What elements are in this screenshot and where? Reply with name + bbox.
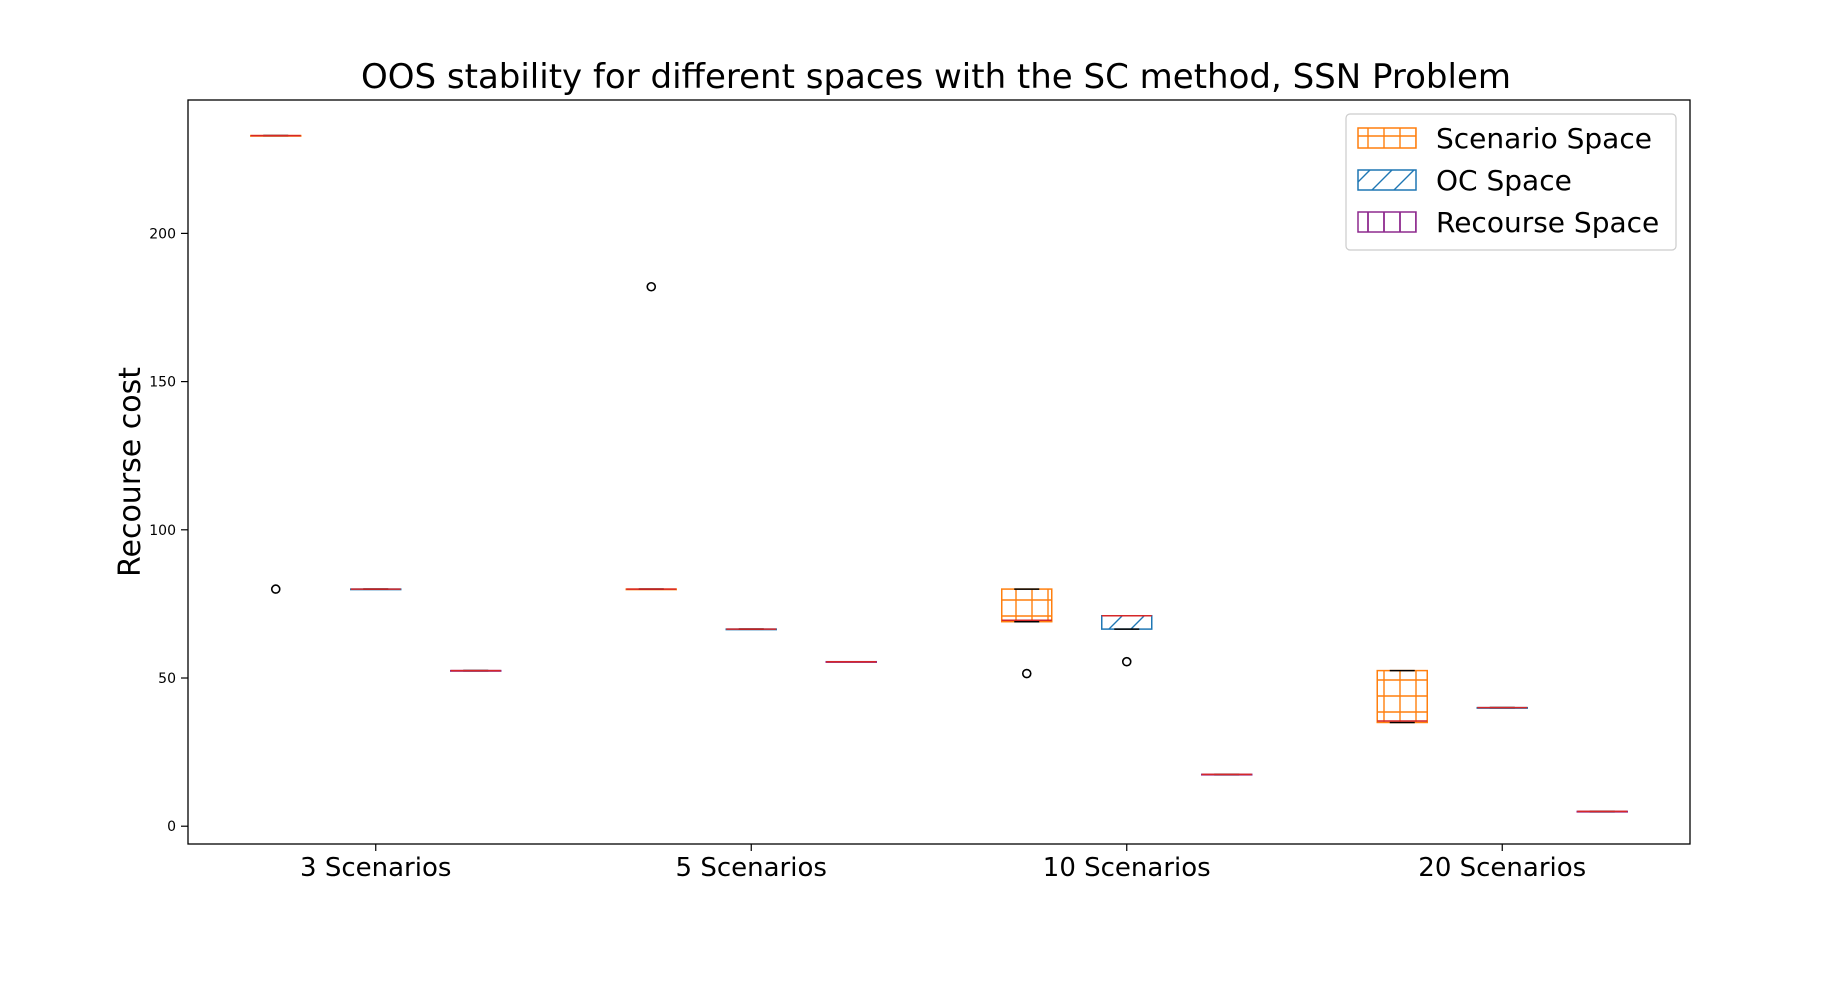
box-oc-space (1101, 615, 1153, 667)
y-tick-label: 100 (149, 523, 176, 539)
outlier-point (270, 584, 281, 594)
outlier-point (646, 281, 657, 292)
y-axis: 0 50 100 150 200 (149, 226, 188, 835)
y-axis-label: Recourse cost (113, 367, 148, 577)
legend-label: Recourse Space (1436, 206, 1659, 239)
x-axis: 3 Scenarios 5 Scenarios 10 Scenarios 20 Sce… (300, 844, 1586, 883)
legend-label: OC Space (1436, 164, 1572, 197)
legend-label: Scenario Space (1436, 122, 1652, 155)
box-oc-space (725, 628, 777, 631)
box-recourse-space (1201, 773, 1253, 776)
legend-swatch (1357, 169, 1417, 191)
x-tick-label: 10 Scenarios (1043, 853, 1211, 883)
box-scenario-space (250, 134, 302, 594)
legend: Scenario Space OC Space Recourse Space (1345, 113, 1677, 251)
outlier-point (1121, 656, 1132, 667)
box-recourse-space (825, 660, 877, 663)
y-tick-label: 150 (149, 375, 176, 391)
x-tick-label: 3 Scenarios (300, 853, 451, 883)
y-tick-label: 50 (158, 671, 176, 687)
y-tick-label: 200 (149, 226, 176, 242)
box-oc-space (1476, 706, 1528, 709)
legend-frame (1345, 113, 1677, 251)
x-tick-label: 5 Scenarios (676, 853, 827, 883)
legend-swatch (1357, 127, 1417, 149)
legend-swatch (1357, 211, 1417, 233)
plot-area (250, 134, 1628, 813)
y-tick-label: 0 (167, 819, 176, 835)
box-recourse-space (1576, 810, 1628, 813)
box-scenario-space (625, 281, 677, 591)
box-iqr (1376, 669, 1428, 724)
box-iqr (1001, 588, 1053, 623)
box-scenario-space (1001, 588, 1053, 679)
chart-title: OOS stability for different spaces with … (361, 57, 1511, 97)
plot-frame (187, 99, 1691, 845)
box-scenario-space (1376, 669, 1428, 724)
box-oc-space (350, 588, 402, 591)
box-recourse-space (450, 669, 502, 672)
x-tick-label: 20 Scenarios (1418, 853, 1586, 883)
box-iqr (1101, 615, 1153, 630)
outlier-point (1021, 668, 1032, 679)
